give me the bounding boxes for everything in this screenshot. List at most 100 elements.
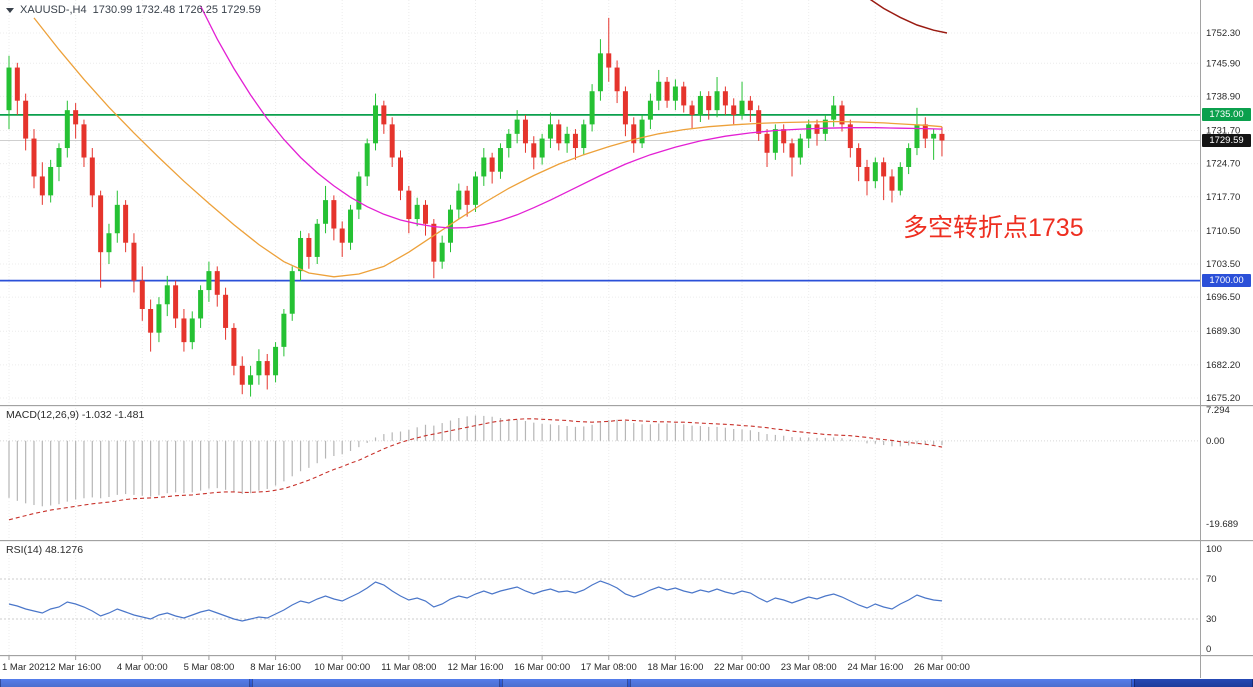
ma-darkred-line xyxy=(869,0,948,34)
candle-body xyxy=(731,105,737,115)
candle-body xyxy=(822,119,828,134)
rsi-axis-label: 30 xyxy=(1206,614,1217,625)
price-axis-label: 1738.90 xyxy=(1206,91,1240,102)
candle-body xyxy=(864,166,870,182)
price-axis-label: 1724.70 xyxy=(1206,159,1240,170)
candle-body xyxy=(597,53,603,92)
taskbar[interactable] xyxy=(0,679,1253,687)
rsi-line xyxy=(8,580,943,622)
candle-body xyxy=(423,204,428,224)
candle-body xyxy=(306,237,312,257)
candle-body xyxy=(581,124,587,149)
candle-body xyxy=(48,166,54,196)
candle-body xyxy=(439,242,445,262)
candle-body xyxy=(856,148,862,167)
candle-body xyxy=(689,105,695,115)
candle-body xyxy=(897,166,903,191)
candle-body xyxy=(139,280,145,309)
ma-magenta-line xyxy=(200,5,943,229)
candle-body xyxy=(697,95,703,115)
candle-body xyxy=(248,375,254,385)
time-axis-label: 22 Mar 00:00 xyxy=(714,662,770,673)
candle-body xyxy=(214,271,220,295)
candle-body xyxy=(672,86,678,101)
chart-title: XAUUSD-,H4 1730.99 1732.48 1726.25 1729.… xyxy=(6,4,261,16)
candle-body xyxy=(706,95,712,111)
candle-body xyxy=(73,110,79,125)
symbol-timeframe-label: XAUUSD-,H4 xyxy=(20,4,87,16)
candle-body xyxy=(164,285,170,305)
candle-body xyxy=(447,209,453,243)
candle-body xyxy=(489,157,495,172)
candle-body xyxy=(772,129,778,153)
candle-body xyxy=(106,233,112,253)
time-axis-label: 11 Mar 08:00 xyxy=(381,662,436,673)
annotation-text[interactable]: 多空转折点1735 xyxy=(903,214,1084,242)
time-axis-label: 26 Mar 00:00 xyxy=(914,662,970,673)
ohlc-values: 1730.99 1732.48 1726.25 1729.59 xyxy=(92,4,261,16)
candle-body xyxy=(906,148,912,167)
time-axis-label: 1 Mar 2021 xyxy=(2,662,50,673)
macd-signal-line xyxy=(8,418,943,521)
candle-body xyxy=(81,124,87,158)
candle-body xyxy=(764,133,770,153)
candle-body xyxy=(198,290,204,319)
rsi-axis-label: 100 xyxy=(1206,544,1222,555)
price-axis-label: 1752.30 xyxy=(1206,28,1240,39)
taskbar-button[interactable] xyxy=(630,679,1132,687)
rsi-axis-label: 0 xyxy=(1206,644,1211,655)
candle-body xyxy=(839,105,845,125)
candle-body xyxy=(281,313,287,347)
candle-body xyxy=(398,157,404,191)
price-axis-label: 1696.50 xyxy=(1206,292,1240,303)
candle-body xyxy=(931,133,937,139)
candle-body xyxy=(189,318,195,343)
candle-body xyxy=(56,148,62,167)
candle-body xyxy=(414,204,420,220)
candle-body xyxy=(847,124,853,149)
candle-body xyxy=(298,237,304,272)
candle-body xyxy=(914,124,920,149)
candle-body xyxy=(647,100,653,120)
candle-body xyxy=(564,133,570,144)
taskbar-button[interactable] xyxy=(252,679,500,687)
time-axis-label: 8 Mar 16:00 xyxy=(250,662,301,673)
candle-body xyxy=(522,119,528,144)
candle-body xyxy=(231,327,237,366)
candle-body xyxy=(314,223,320,257)
candle-body xyxy=(714,91,720,111)
candle-body xyxy=(156,304,162,333)
candle-body xyxy=(406,190,412,220)
candle-body xyxy=(797,138,803,158)
candle-body xyxy=(123,204,129,243)
candle-body xyxy=(606,53,612,68)
candle-body xyxy=(481,157,487,177)
time-axis-label: 24 Mar 16:00 xyxy=(847,662,903,673)
candle-body xyxy=(681,86,687,106)
candle-body xyxy=(323,200,329,224)
candle-body xyxy=(756,110,762,134)
candle-body xyxy=(656,81,662,101)
candle-body xyxy=(381,105,387,125)
candle-body xyxy=(464,190,470,205)
candle-body xyxy=(223,294,229,328)
candle-body xyxy=(356,176,362,210)
price-axis-label: 1703.50 xyxy=(1206,259,1240,270)
resistance-price-tag[interactable]: 1735.00 xyxy=(1202,108,1251,122)
candle-body xyxy=(39,176,45,196)
time-axis-label: 18 Mar 16:00 xyxy=(647,662,703,673)
candle-body xyxy=(256,361,262,376)
price-axis-label: 1731.70 xyxy=(1206,126,1240,137)
taskbar-button[interactable] xyxy=(1134,679,1253,687)
candle-body xyxy=(889,176,895,191)
taskbar-button[interactable] xyxy=(502,679,628,687)
candle-body xyxy=(589,91,595,125)
candle-body xyxy=(939,133,945,141)
time-axis-label: 10 Mar 00:00 xyxy=(314,662,370,673)
candle-body xyxy=(389,124,395,158)
support-price-tag[interactable]: 1700.00 xyxy=(1202,274,1251,288)
candle-body xyxy=(289,271,295,314)
taskbar-button[interactable] xyxy=(0,679,250,687)
